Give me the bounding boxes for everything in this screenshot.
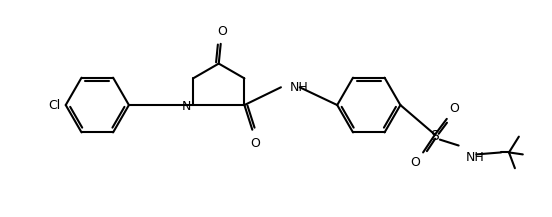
- Text: O: O: [217, 25, 227, 38]
- Text: O: O: [410, 156, 420, 169]
- Text: O: O: [250, 137, 260, 150]
- Text: N: N: [182, 100, 191, 113]
- Text: NH: NH: [290, 81, 309, 94]
- Text: NH: NH: [465, 151, 484, 164]
- Text: O: O: [450, 102, 460, 115]
- Text: Cl: Cl: [49, 99, 61, 112]
- Text: S: S: [431, 129, 439, 143]
